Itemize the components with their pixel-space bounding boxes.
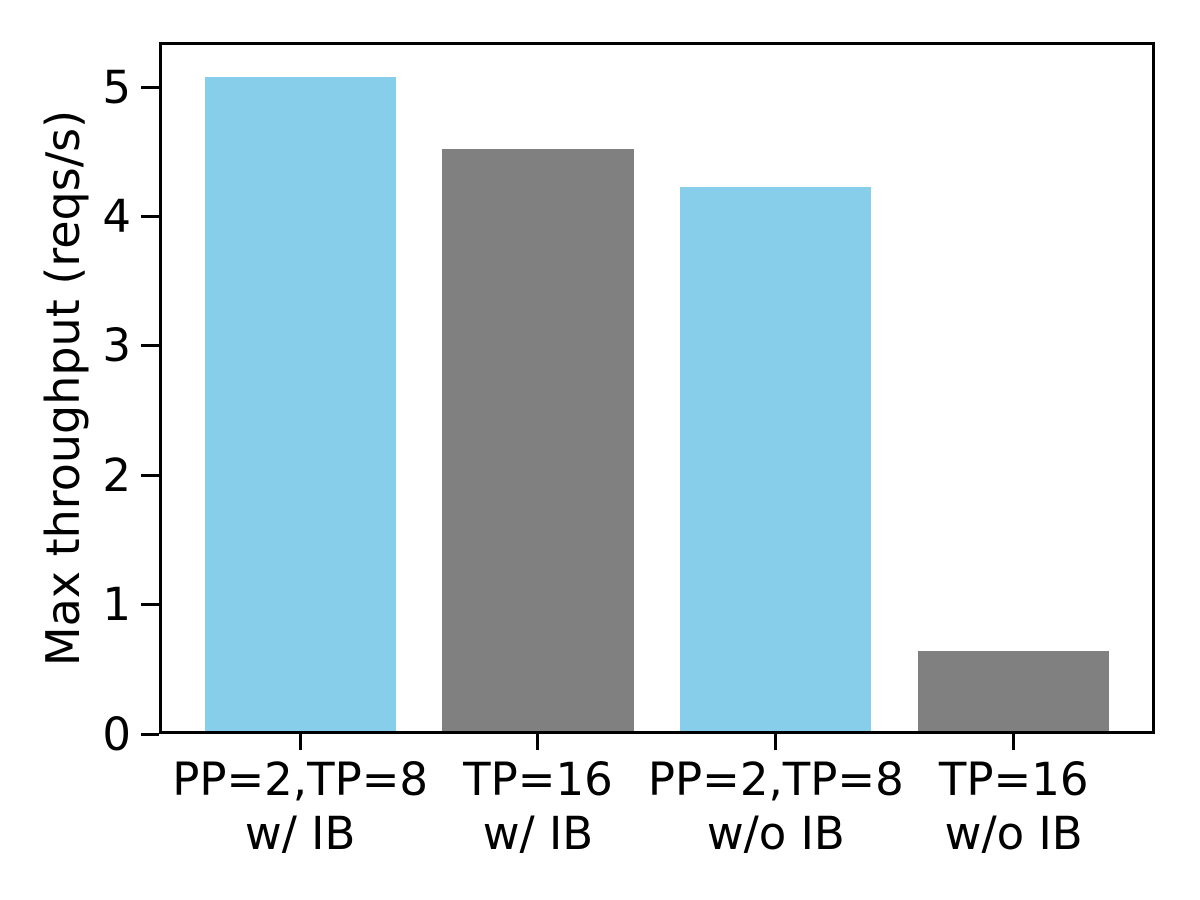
x-tick xyxy=(1012,734,1016,750)
x-tick-label-line: w/ IB xyxy=(244,807,356,860)
y-tick-label: 2 xyxy=(102,448,131,502)
x-tick-label-line: TP=16 xyxy=(938,753,1089,806)
x-tick-label: TP=16 w/ IB xyxy=(463,753,613,861)
bar xyxy=(680,186,872,734)
bar xyxy=(204,76,396,734)
bar xyxy=(442,149,634,734)
x-tick-label-line: w/o IB xyxy=(944,807,1083,860)
x-tick xyxy=(774,734,778,750)
x-tick-label-line: PP=2,TP=8 xyxy=(172,753,429,806)
x-tick-label: TP=16 w/o IB xyxy=(939,753,1089,861)
x-tick-label: PP=2,TP=8 w/ IB xyxy=(172,753,428,861)
y-tick-label: 5 xyxy=(102,60,131,114)
y-tick-label: 1 xyxy=(102,578,131,632)
x-tick-label-line: w/ IB xyxy=(482,807,594,860)
x-tick-label-line: w/o IB xyxy=(706,807,845,860)
y-tick xyxy=(141,344,159,348)
y-tick xyxy=(141,85,159,89)
y-tick xyxy=(141,603,159,607)
y-tick-label: 0 xyxy=(102,707,131,761)
y-tick xyxy=(141,473,159,477)
bar xyxy=(918,651,1110,734)
x-tick-label-line: TP=16 xyxy=(463,753,613,806)
x-tick-label: PP=2,TP=8 w/o IB xyxy=(648,753,904,861)
y-tick-label: 3 xyxy=(102,319,131,373)
y-tick-label: 4 xyxy=(102,190,131,244)
x-tick xyxy=(536,734,540,750)
x-tick xyxy=(298,734,302,750)
y-tick xyxy=(141,215,159,219)
y-tick xyxy=(141,732,159,736)
x-tick-label-line: PP=2,TP=8 xyxy=(647,753,904,806)
